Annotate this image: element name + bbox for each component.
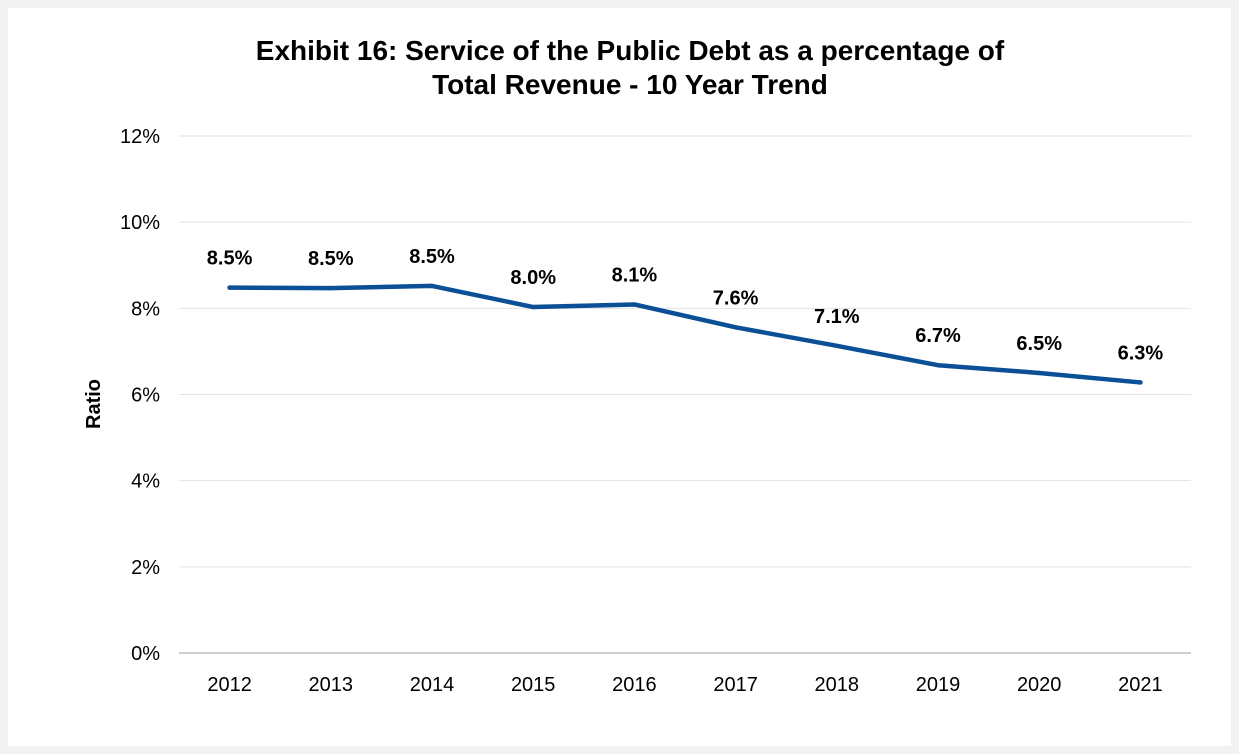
data-point	[632, 302, 637, 307]
data-label: 7.6%	[713, 287, 759, 309]
x-tick-label: 2016	[612, 674, 657, 696]
data-point	[834, 343, 839, 349]
data-label: 8.1%	[612, 264, 658, 286]
chart-title: Exhibit 16: Service of the Public Debt a…	[256, 35, 1005, 100]
x-tick-label: 2015	[511, 674, 556, 696]
data-label: 8.0%	[510, 267, 556, 289]
x-tick-label: 2018	[815, 674, 860, 696]
data-point	[227, 285, 232, 290]
x-tick-label: 2017	[713, 674, 758, 696]
data-point	[935, 363, 941, 368]
y-tick-label: 4%	[131, 471, 160, 493]
x-tick-label: 2019	[916, 674, 961, 696]
chart-title-line: Exhibit 16: Service of the Public Debt a…	[256, 35, 1005, 66]
data-point	[733, 325, 738, 330]
y-tick-label: 6%	[131, 385, 160, 407]
x-tick-label: 2020	[1017, 674, 1062, 696]
series-line	[227, 283, 1143, 385]
y-tick-label: 8%	[131, 298, 160, 320]
chart: Exhibit 16: Service of the Public Debt a…	[83, 35, 1191, 696]
x-tick-label: 2012	[207, 674, 252, 696]
data-label: 6.3%	[1118, 342, 1164, 364]
data-point	[531, 304, 536, 310]
data-label: 7.1%	[814, 306, 860, 328]
y-tick-label: 0%	[131, 643, 160, 665]
data-label: 8.5%	[409, 246, 455, 268]
data-point	[1037, 370, 1042, 376]
chart-frame: Exhibit 16: Service of the Public Debt a…	[8, 8, 1231, 746]
data-label: 8.5%	[308, 248, 354, 270]
x-tick-label: 2014	[410, 674, 455, 696]
data-labels: 8.5% 8.5% 8.5% 8.0% 8.1% 7.6% 7.1% 6.7% 6.5% 6.3%	[207, 246, 1164, 365]
data-label: 6.7%	[915, 325, 961, 347]
x-tick-label: 2021	[1118, 674, 1163, 696]
y-tick-label: 12%	[120, 126, 160, 148]
y-axis-title: Ratio	[83, 379, 105, 429]
data-point	[328, 285, 333, 291]
chart-title-line: Total Revenue - 10 Year Trend	[432, 69, 828, 100]
y-tick-label: 10%	[120, 212, 160, 234]
y-tick-labels: 0% 2% 4% 6% 8% 10% 12%	[120, 126, 160, 665]
series	[227, 283, 1143, 385]
data-label: 6.5%	[1016, 333, 1062, 355]
data-point	[1138, 380, 1143, 385]
gridlines	[179, 135, 1191, 568]
x-tick-labels: 2012 2013 2014 2015 2016 2017 2018 2019 2020 2021	[207, 674, 1162, 696]
data-point	[429, 283, 435, 289]
x-tick-label: 2013	[309, 674, 354, 696]
data-label: 8.5%	[207, 248, 253, 270]
y-tick-label: 2%	[131, 557, 160, 579]
